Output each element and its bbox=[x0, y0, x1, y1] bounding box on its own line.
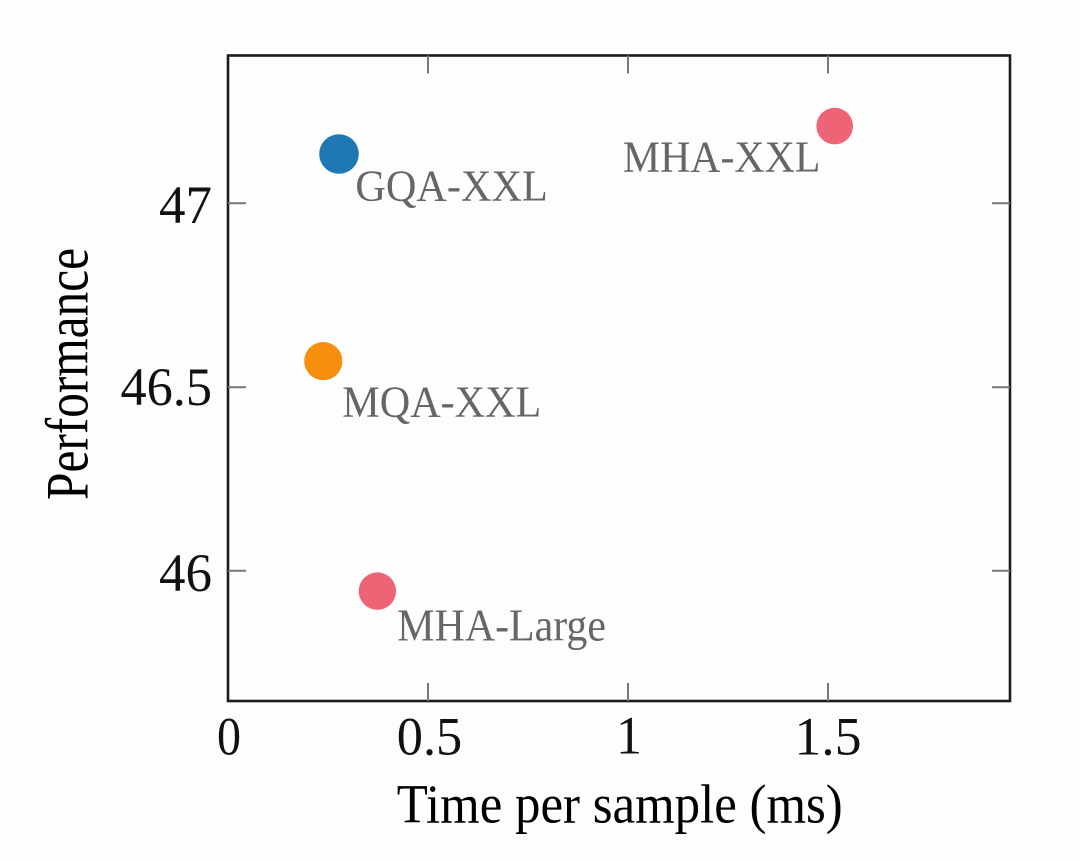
svg-text:1: 1 bbox=[616, 705, 642, 766]
svg-text:Performance: Performance bbox=[35, 248, 101, 500]
svg-text:0: 0 bbox=[217, 706, 241, 767]
svg-text:1.5: 1.5 bbox=[795, 706, 862, 767]
svg-text:46: 46 bbox=[159, 542, 212, 603]
svg-text:MHA-Large: MHA-Large bbox=[397, 600, 606, 651]
svg-text:0.5: 0.5 bbox=[397, 706, 463, 767]
svg-text:MQA-XXL: MQA-XXL bbox=[342, 377, 541, 426]
svg-text:Time per sample (ms): Time per sample (ms) bbox=[397, 774, 843, 835]
svg-text:MHA-XXL: MHA-XXL bbox=[623, 133, 821, 182]
svg-text:GQA-XXL: GQA-XXL bbox=[355, 162, 547, 211]
svg-text:46.5: 46.5 bbox=[121, 356, 213, 417]
svg-text:47: 47 bbox=[159, 174, 212, 235]
